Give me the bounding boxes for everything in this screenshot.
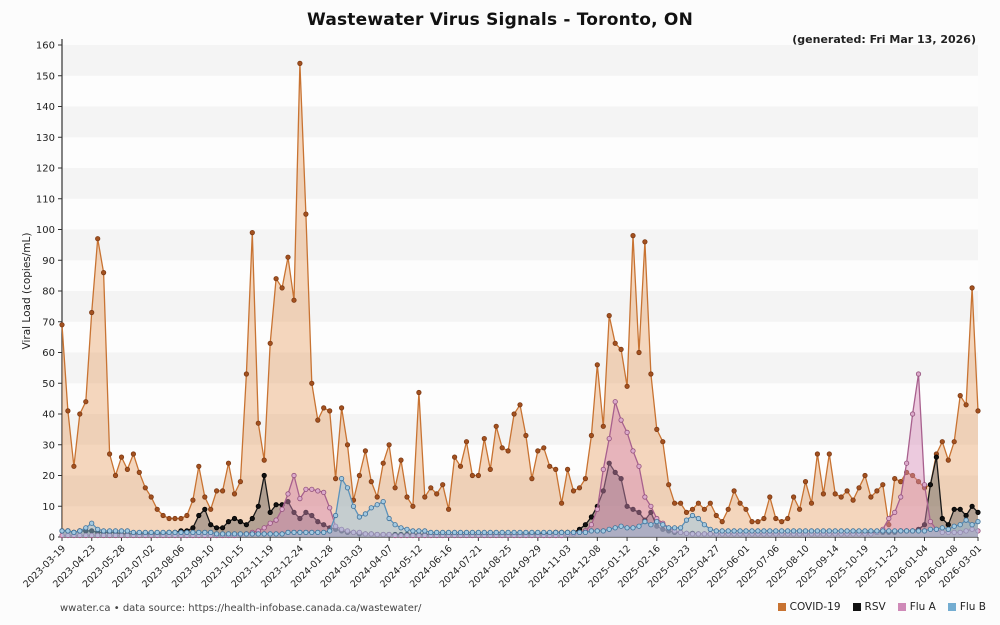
svg-text:140: 140 xyxy=(36,102,55,113)
legend-swatch-icon xyxy=(852,602,861,611)
series-covid-19 xyxy=(59,60,981,538)
generated-timestamp: (generated: Fri Mar 13, 2026) xyxy=(792,33,976,46)
legend-swatch-icon xyxy=(947,602,956,611)
data-source-text: wwater.ca • data source: https://health-… xyxy=(60,603,422,614)
y-axis-label: Viral Load (copies/mL) xyxy=(21,233,33,350)
legend-label: COVID-19 xyxy=(789,601,841,613)
svg-text:60: 60 xyxy=(42,348,55,359)
svg-text:40: 40 xyxy=(42,410,55,421)
svg-text:80: 80 xyxy=(42,287,55,298)
svg-text:50: 50 xyxy=(42,379,55,390)
svg-text:150: 150 xyxy=(36,71,55,82)
svg-text:160: 160 xyxy=(36,41,55,52)
legend-item-rsv: RSV xyxy=(852,601,886,613)
svg-text:120: 120 xyxy=(36,164,55,175)
legend: COVID-19 RSV Flu A Flu B xyxy=(766,601,986,613)
legend-swatch-icon xyxy=(897,602,906,611)
svg-text:130: 130 xyxy=(36,133,55,144)
svg-text:110: 110 xyxy=(36,194,55,205)
legend-swatch-icon xyxy=(777,602,786,611)
svg-text:10: 10 xyxy=(42,502,55,513)
series-flu-b xyxy=(59,475,981,537)
x-axis: 2023-03-192023-04-232023-05-282023-07-02… xyxy=(21,537,984,590)
svg-text:90: 90 xyxy=(42,256,55,267)
legend-item-flu-a: Flu A xyxy=(897,601,936,613)
legend-label: RSV xyxy=(864,601,886,613)
legend-label: Flu B xyxy=(959,601,986,613)
virus-signals-chart: 0 10 20 30 40 50 60 70 80 90 100 110 120 130 140 150 160… xyxy=(21,39,984,590)
y-axis: 0 10 20 30 40 50 60 70 80 90 100 110 120 130 140 150 160 xyxy=(36,41,62,544)
svg-text:70: 70 xyxy=(42,317,55,328)
footer: wwater.ca • data source: https://health-… xyxy=(0,601,1000,619)
svg-text:100: 100 xyxy=(36,225,55,236)
legend-item-flu-b: Flu B xyxy=(947,601,986,613)
legend-item-covid-19: COVID-19 xyxy=(777,601,841,613)
svg-text:0: 0 xyxy=(49,533,55,544)
legend-label: Flu A xyxy=(909,601,936,613)
svg-text:30: 30 xyxy=(42,440,55,451)
page-title: Wastewater Virus Signals - Toronto, ON xyxy=(306,10,694,30)
svg-text:20: 20 xyxy=(42,471,55,482)
